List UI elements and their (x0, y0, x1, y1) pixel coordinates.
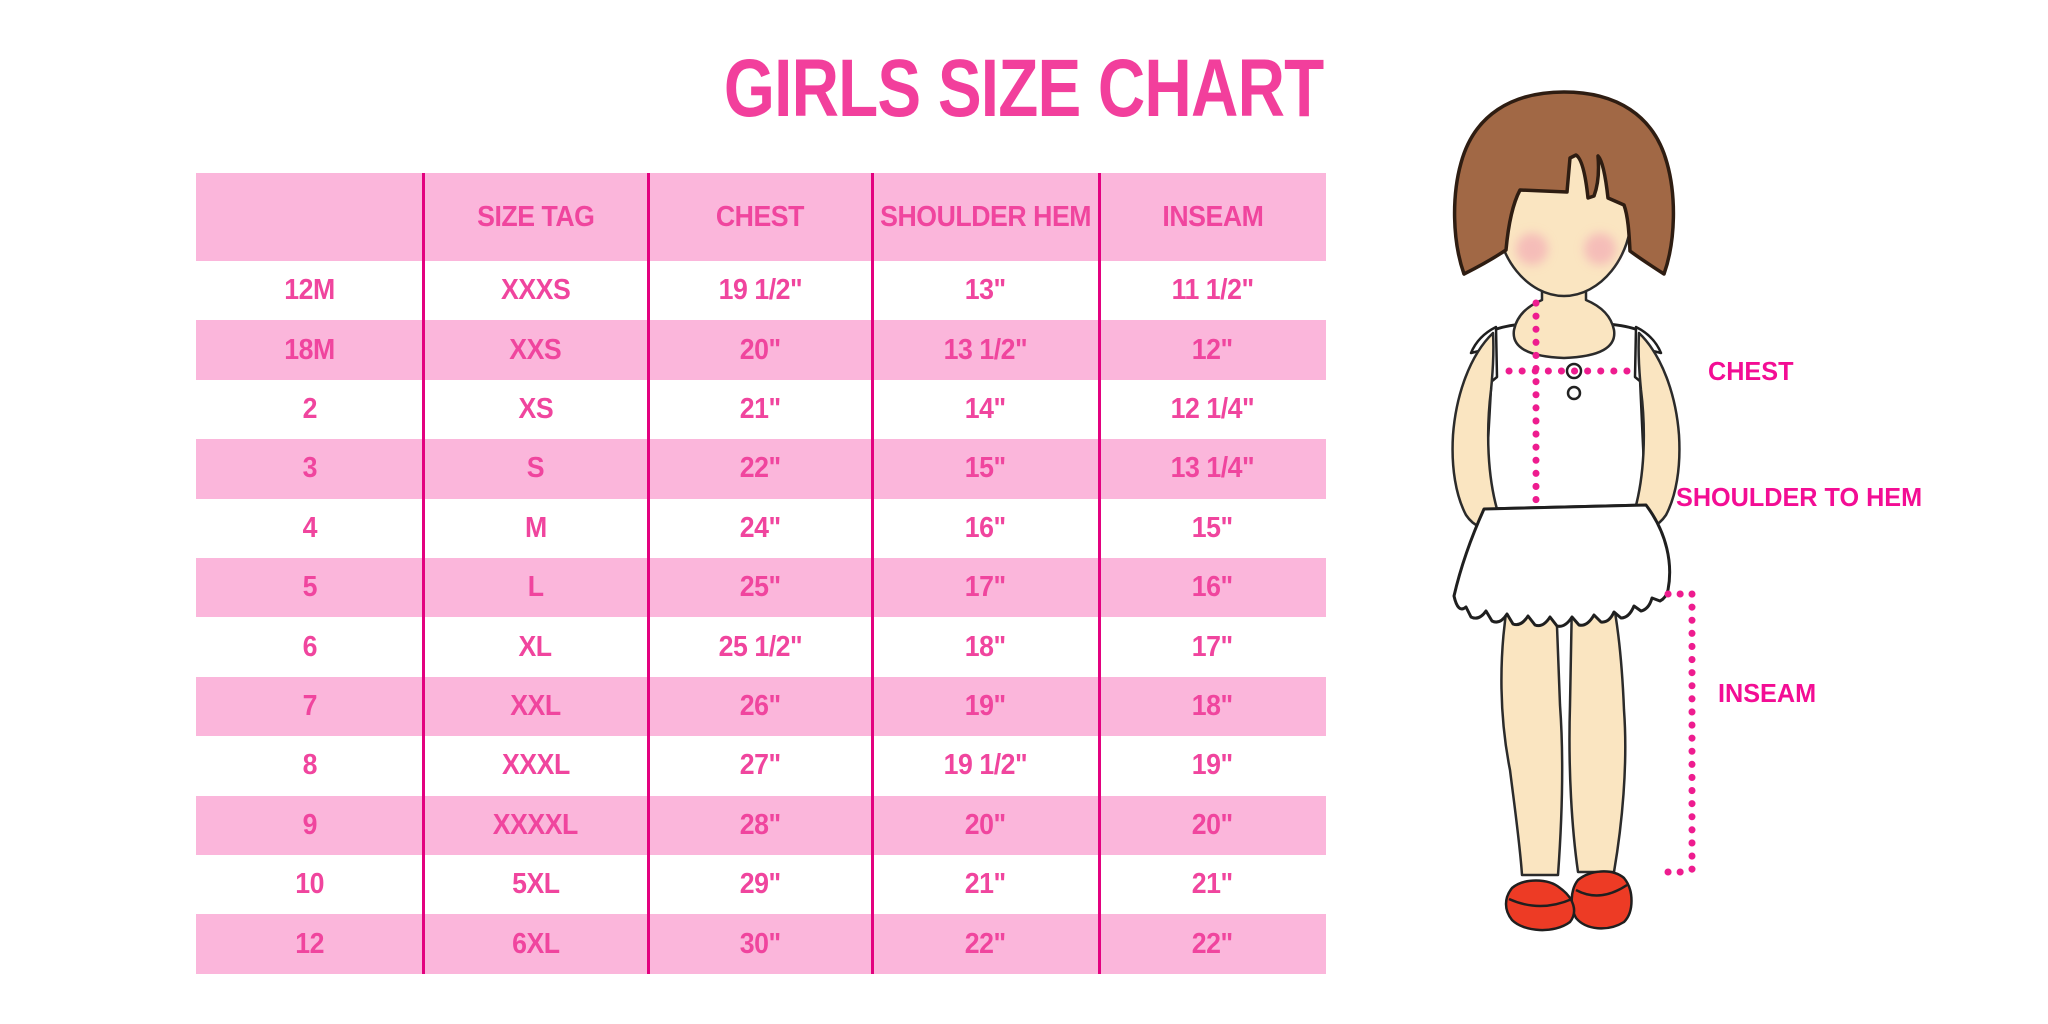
table-cell: 30" (648, 914, 872, 974)
chest-measure-label: CHEST (1708, 356, 1794, 386)
table-cell: 12 (196, 914, 423, 974)
table-cell: 5XL (511, 868, 560, 901)
table-cell: 5 (196, 558, 423, 618)
table-cell: XXS (423, 320, 648, 380)
table-cell: 18M (196, 320, 423, 380)
table-cell: XL (518, 630, 553, 663)
ruffled-skirt (1452, 503, 1672, 628)
table-cell: 29" (739, 868, 781, 901)
table-cell: 14" (965, 393, 1006, 426)
header-cell: INSEAM (1099, 173, 1326, 261)
hair (1452, 90, 1676, 276)
table-cell: S (423, 439, 648, 499)
button-bottom (1566, 385, 1582, 401)
blush-left (1516, 233, 1548, 265)
table-cell: 17" (872, 558, 1099, 618)
table-cell: 21" (965, 868, 1006, 901)
table-cell: 20" (872, 795, 1099, 856)
table-cell: 6 (302, 630, 317, 663)
table-cell: 7 (196, 676, 423, 737)
table-cell: 20" (648, 320, 872, 380)
header-cell: SIZE TAG (423, 173, 648, 261)
size-table: SIZE TAG CHEST SHOULDER HEM INSEAM 12M XXXS 19… (196, 173, 1326, 974)
table-cell: L (423, 558, 648, 618)
table-cell: 18" (965, 630, 1006, 663)
table-cell: 25" (648, 558, 872, 618)
table-cell: 17" (1192, 630, 1233, 663)
column-separator-line (1097, 173, 1101, 974)
table-cell: 12M (284, 274, 335, 307)
table-cell: 19" (1192, 749, 1233, 782)
table-cell: 19 1/2" (718, 274, 802, 307)
neck (1512, 260, 1616, 360)
table-cell: 19 1/2" (943, 749, 1028, 782)
table-cell: 25 1/2" (718, 630, 802, 663)
table-cell: M (524, 511, 547, 544)
table-cell: 4 (302, 511, 317, 544)
table-cell: 24" (739, 511, 781, 544)
table-cell: 2 (302, 393, 317, 426)
table-cell: 6XL (423, 914, 648, 974)
table-cell: 21" (1192, 868, 1233, 901)
table-cell: 19" (872, 676, 1099, 737)
table-cell: 26" (648, 676, 872, 737)
table-cell: 27" (739, 749, 781, 782)
table-cell: 15" (872, 439, 1099, 499)
table-cell: 28" (648, 795, 872, 856)
table-cell: 13 1/2" (872, 320, 1099, 380)
table-cell: 11 1/2" (1171, 274, 1254, 307)
red-shoes (1504, 870, 1633, 932)
table-cell: 8 (302, 749, 317, 782)
table-cell: XS (518, 393, 553, 426)
column-separator-line (870, 173, 874, 974)
inseam-measure-label: INSEAM (1718, 678, 1817, 708)
table-cell: 16" (1099, 558, 1326, 618)
girl-illustration (1451, 90, 1696, 932)
table-cell: XXXXL (423, 795, 648, 856)
table-cell: 12" (1099, 320, 1326, 380)
header-cell: SHOULDER HEM (872, 173, 1099, 261)
table-cell: 9 (196, 795, 423, 856)
table-cell: 13" (965, 274, 1006, 307)
legs (1500, 594, 1627, 877)
table-cell: 16" (965, 511, 1006, 544)
table-cell: 20" (1099, 795, 1326, 856)
table-cell: 22" (1099, 914, 1326, 974)
column-separator-line (646, 173, 650, 974)
table-cell: 12 1/4" (1170, 393, 1255, 426)
table-cell: 21" (739, 393, 781, 426)
table-cell: XXL (423, 676, 648, 737)
table-cell: 18" (1099, 676, 1326, 737)
table-cell: 15" (1192, 511, 1233, 544)
measurement-dotted-lines (1505, 299, 1696, 876)
table-cell: XXXL (501, 749, 570, 782)
table-cell: XXXS (500, 274, 571, 307)
table-cell: 10 (295, 868, 324, 901)
table-cell: 3 (196, 439, 423, 499)
table-cell: 13 1/4" (1099, 439, 1326, 499)
shoulder-to-hem-measure-label: SHOULDER TO HEM (1676, 482, 1923, 512)
header-cell: CHEST (648, 173, 872, 261)
column-separator-line (421, 173, 425, 974)
blush-right (1584, 233, 1616, 265)
table-cell: 22" (872, 914, 1099, 974)
table-cell: 22" (648, 439, 872, 499)
header-cell (196, 173, 423, 261)
page-title: GIRLS SIZE CHART (724, 43, 1324, 134)
